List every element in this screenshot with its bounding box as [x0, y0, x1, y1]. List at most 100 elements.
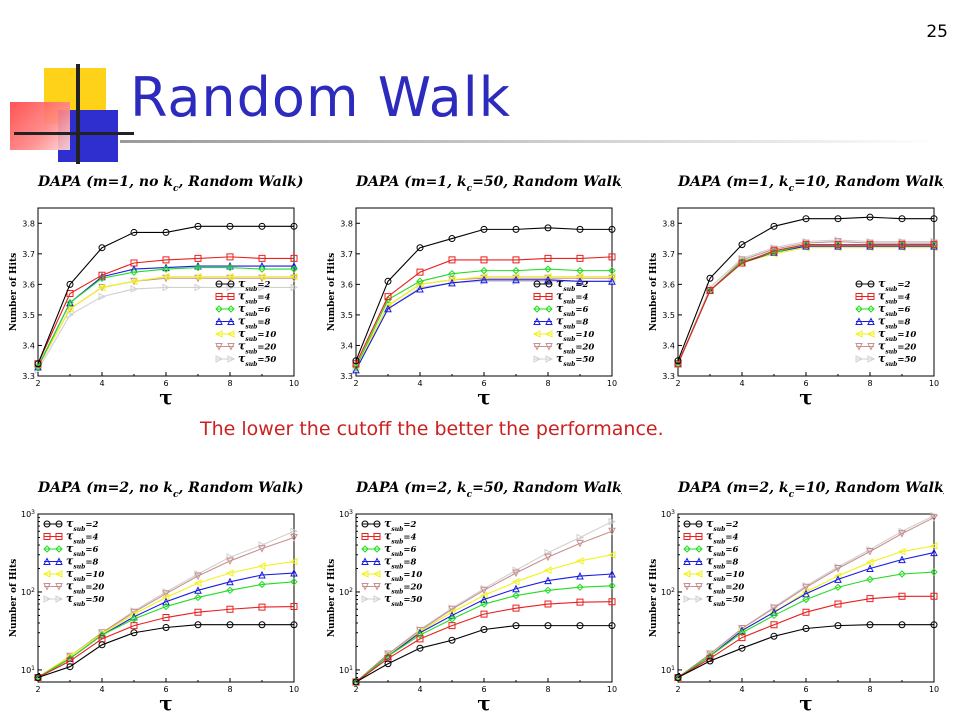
- data-point: [448, 605, 456, 614]
- series-line: [37, 225, 294, 364]
- series-group: [33, 272, 298, 371]
- series-line: [677, 624, 934, 678]
- data-point: [512, 591, 520, 600]
- y-tick-label: 3.7: [22, 250, 35, 259]
- data-point: [289, 557, 298, 566]
- legend-label: τsub=8: [384, 555, 416, 571]
- data-point: [226, 253, 234, 261]
- legend-label: τsub=50: [706, 592, 744, 608]
- data-point: [770, 632, 778, 640]
- legend-marker: [867, 343, 875, 351]
- data-point: [98, 631, 106, 639]
- data-point: [194, 222, 202, 230]
- legend-label: τsub=2: [384, 517, 416, 533]
- data-point: [480, 225, 488, 233]
- data-point: [929, 542, 938, 550]
- x-tick-label: 2: [353, 685, 358, 694]
- data-point: [898, 592, 906, 600]
- legend-marker: [43, 545, 51, 553]
- legend-marker: [43, 595, 52, 603]
- data-point: [416, 284, 424, 293]
- series-line: [677, 571, 935, 678]
- logo-vertical-line: [76, 64, 80, 164]
- data-point: [865, 558, 874, 567]
- y-tick-label: 3.4: [22, 341, 35, 350]
- data-point: [416, 268, 424, 276]
- x-axis-label: τ: [159, 385, 172, 406]
- legend-marker: [683, 557, 691, 565]
- data-point: [194, 572, 202, 581]
- series-line: [355, 601, 613, 683]
- data-point: [258, 222, 266, 230]
- legend-marker: [55, 533, 63, 540]
- series-line: [355, 625, 612, 683]
- data-point: [544, 275, 552, 284]
- data-point: [770, 245, 778, 254]
- legend-marker: [361, 533, 369, 540]
- legend-label: τsub=4: [238, 290, 270, 306]
- data-point: [544, 553, 552, 562]
- data-point: [898, 570, 906, 578]
- series-group: [352, 224, 616, 365]
- y-tick-label: 3.4: [662, 341, 675, 350]
- data-point: [416, 631, 424, 639]
- data-point: [193, 272, 202, 281]
- data-point: [258, 603, 266, 611]
- y-tick-label: 3.6: [340, 280, 353, 289]
- data-point: [576, 225, 584, 233]
- data-point: [257, 272, 266, 281]
- line-chart: DAPA (m=1, kc=50, Random Walk) 2 4 6 8 10 3.3 3…: [327, 174, 622, 406]
- data-point: [834, 600, 842, 608]
- data-point: [608, 569, 616, 578]
- legend-marker: [43, 557, 51, 565]
- legend-marker: [373, 595, 382, 603]
- data-point: [802, 241, 810, 249]
- legend-marker: [227, 305, 235, 313]
- legend-label: τsub=10: [66, 567, 104, 583]
- legend-marker: [695, 583, 703, 591]
- series-group: [351, 550, 616, 686]
- data-point: [290, 533, 298, 542]
- data-point: [802, 624, 810, 632]
- data-point: [898, 621, 906, 629]
- y-axis-label: Number of Hits: [9, 253, 19, 331]
- legend-label: τsub=2: [556, 277, 588, 293]
- data-point: [98, 635, 106, 643]
- legend-marker: [227, 355, 236, 363]
- data-point: [608, 277, 616, 285]
- legend-marker: [533, 280, 541, 288]
- chart-container: DAPA (m=2, kc=10, Random Walk) 2 4 6 8 10 101 1…: [644, 472, 944, 712]
- y-axis-label: Number of Hits: [649, 559, 659, 637]
- data-point: [258, 580, 266, 589]
- legend-label: τsub=20: [238, 340, 276, 356]
- y-tick-label: 3.8: [662, 219, 675, 228]
- x-tick-label: 8: [867, 379, 872, 388]
- series-group: [674, 213, 938, 365]
- data-point: [576, 622, 584, 630]
- data-point: [162, 624, 170, 632]
- legend-marker: [54, 570, 63, 578]
- legend-marker: [55, 583, 63, 591]
- legend-marker: [55, 557, 63, 565]
- y-axis-label: Number of Hits: [327, 253, 337, 331]
- series-group: [352, 582, 616, 686]
- legend-marker: [545, 317, 553, 325]
- legend-label: τsub=6: [878, 302, 910, 318]
- data-point: [544, 224, 552, 232]
- data-point: [290, 621, 298, 629]
- data-point: [290, 568, 298, 577]
- data-point: [802, 215, 810, 223]
- legend-marker: [55, 595, 64, 603]
- legend-marker: [694, 570, 703, 578]
- data-point: [608, 598, 616, 606]
- x-tick-label: 8: [227, 685, 232, 694]
- data-point: [544, 576, 552, 585]
- series-line: [37, 581, 295, 678]
- data-point: [511, 577, 520, 586]
- data-point: [289, 272, 298, 281]
- data-point: [130, 285, 139, 293]
- data-point: [416, 635, 424, 643]
- chart-legend: τsub=2τsub=4τsub=6τsub=8τsub=10τsub=20τs…: [42, 517, 104, 608]
- y-tick-label: 3.6: [662, 280, 675, 289]
- x-tick-label: 6: [803, 379, 808, 388]
